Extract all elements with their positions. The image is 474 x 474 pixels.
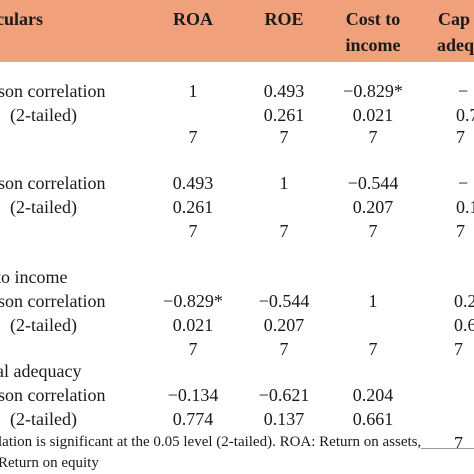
cell-r2-roe-pearson: 1 — [279, 173, 289, 193]
cell-r4-cap-n: 7 — [454, 433, 463, 453]
cell-r3-roe-sig: 0.207 — [263, 315, 305, 335]
cell-r1-roa-n: 7 — [188, 127, 198, 147]
cell-r1-roa-pearson: 1 — [188, 81, 198, 101]
cell-r3-roe-n: 7 — [279, 339, 289, 359]
cell-r4-cost-sig: 0.661 — [352, 409, 394, 429]
cell-r2-cap-pearson: − — [458, 173, 469, 193]
header-cap-line1: Cap — [438, 9, 471, 29]
header-cost-line1: Cost to — [345, 9, 401, 29]
cell-r3-cap-sig: 0.6 — [454, 315, 474, 335]
header-roa: ROA — [173, 9, 213, 29]
cell-r4-cost-pearson: 0.204 — [352, 385, 394, 405]
cell-r3-cost-pearson: 1 — [368, 291, 378, 311]
cell-r4-roe-pearson: −0.621 — [258, 385, 310, 405]
row-label-cost-to-income: to income — [0, 267, 68, 287]
cell-r3-cost-n: 7 — [368, 339, 378, 359]
cell-r2-cost-pearson: −0.544 — [347, 173, 399, 193]
header-cap-line2: adeq — [437, 35, 474, 55]
cell-r1-roe-sig: 0.261 — [263, 105, 305, 125]
footnote-line1: lation is significant at the 0.05 level … — [0, 434, 422, 450]
header-cost-line2: income — [345, 35, 401, 55]
cell-r3-roa-pearson: −0.829* — [163, 291, 223, 311]
table-header-band — [0, 0, 474, 62]
cell-r1-cost-n: 7 — [368, 127, 378, 147]
cell-r2-roa-n: 7 — [188, 221, 198, 241]
footnote-line2: Return on equity — [0, 455, 99, 471]
cell-r1-cap-sig: 0.7 — [456, 105, 474, 125]
cell-r1-cost-pearson: −0.829* — [343, 81, 403, 101]
cell-r2-cost-sig: 0.207 — [352, 197, 394, 217]
row-label-pearson: rson correlation — [0, 291, 106, 311]
row-label-sig: (2-tailed) — [10, 315, 77, 335]
cell-r2-roe-n: 7 — [279, 221, 289, 241]
cell-r1-roe-n: 7 — [279, 127, 289, 147]
cell-r3-roa-sig: 0.021 — [172, 315, 214, 335]
row-label-pearson: rson correlation — [0, 385, 106, 405]
cell-r2-cap-sig: 0.1 — [456, 197, 474, 217]
cell-r4-roe-sig: 0.137 — [263, 409, 305, 429]
cell-r4-roa-pearson: −0.134 — [167, 385, 219, 405]
cell-r2-roa-pearson: 0.493 — [172, 173, 214, 193]
row-label-sig: (2-tailed) — [10, 409, 77, 429]
header-particulars: culars — [0, 9, 43, 29]
cell-r3-roa-n: 7 — [188, 339, 198, 359]
row-label-pearson: rson correlation — [0, 81, 106, 101]
row-label-capital-adequacy: al adequacy — [0, 361, 82, 381]
cell-r3-cap-pearson: 0.2 — [454, 291, 474, 311]
row-label-sig: (2-tailed) — [10, 105, 77, 125]
cell-r2-roa-sig: 0.261 — [172, 197, 214, 217]
cell-r3-cap-n: 7 — [454, 339, 463, 359]
cell-r1-cost-sig: 0.021 — [352, 105, 394, 125]
row-label-sig: (2-tailed) — [10, 197, 77, 217]
cell-r1-cap-pearson: − — [458, 81, 469, 101]
cell-r1-cap-n: 7 — [456, 127, 465, 147]
cell-r3-roe-pearson: −0.544 — [258, 291, 310, 311]
header-roe: ROE — [264, 9, 304, 29]
cell-r2-cost-n: 7 — [368, 221, 378, 241]
cell-r4-roa-sig: 0.774 — [172, 409, 214, 429]
cell-r2-cap-n: 7 — [456, 221, 465, 241]
cell-r1-roe-pearson: 0.493 — [263, 81, 305, 101]
row-label-pearson: rson correlation — [0, 173, 106, 193]
